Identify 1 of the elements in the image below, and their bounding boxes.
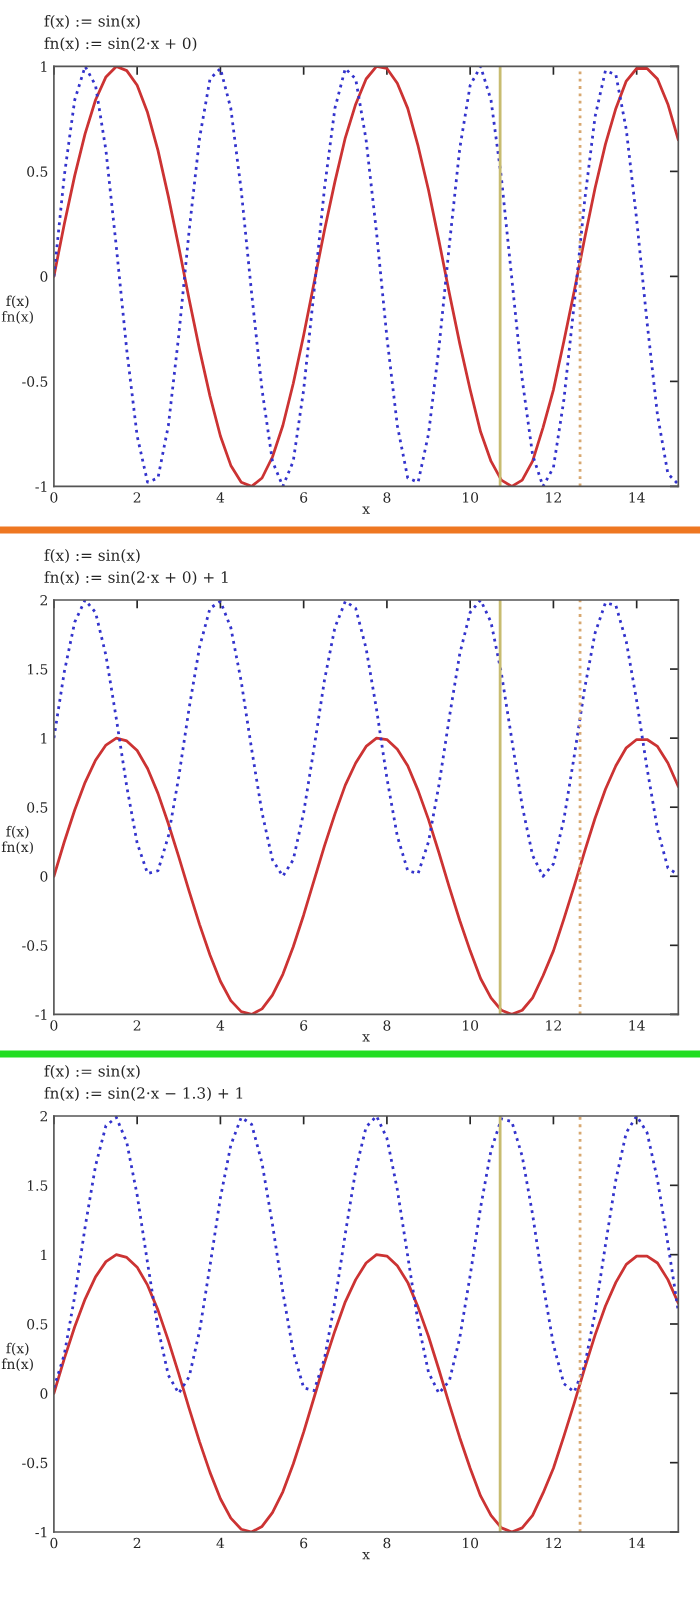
- line-series: [53, 66, 679, 487]
